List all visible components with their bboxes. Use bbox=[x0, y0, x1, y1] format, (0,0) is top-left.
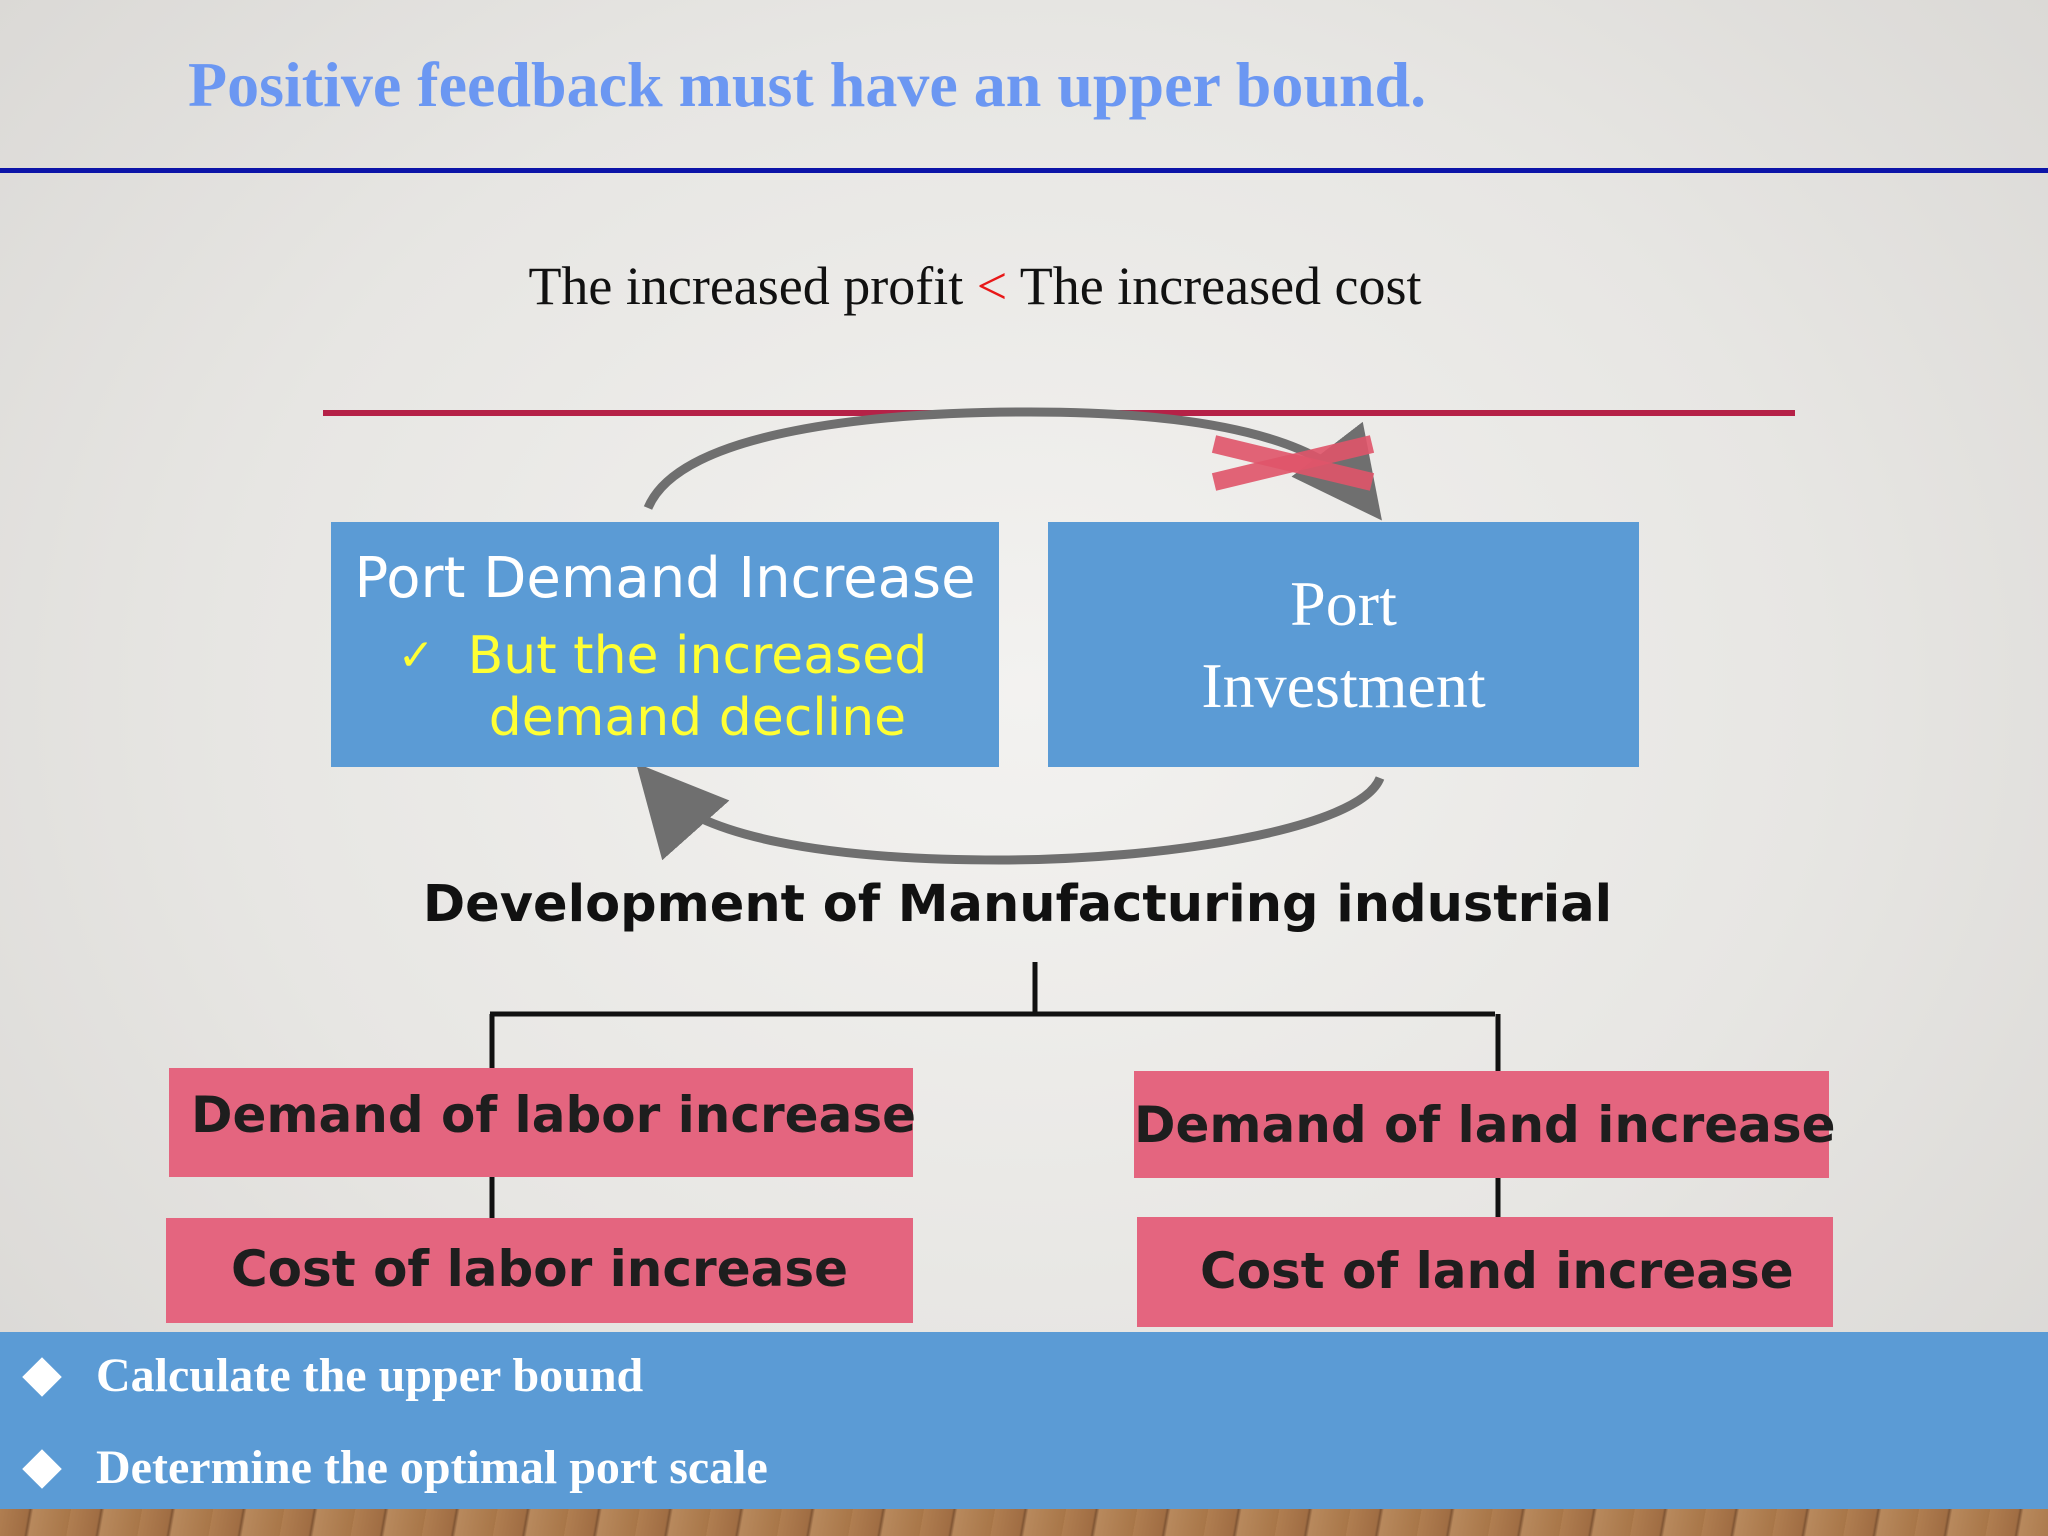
investment-line-1: Port bbox=[1290, 567, 1397, 639]
bullet-text: Determine the optimal port scale bbox=[96, 1441, 768, 1494]
profit-cost-comparison: The increased profit < The increased cos… bbox=[0, 255, 1950, 317]
wood-floor bbox=[0, 1509, 2048, 1536]
bullet-item: Calculate the upper bound bbox=[22, 1348, 644, 1403]
feedback-arrow-top bbox=[643, 407, 1382, 521]
bullet-text: Calculate the upper bound bbox=[96, 1349, 644, 1402]
investment-line-2: Investment bbox=[1201, 649, 1486, 721]
feedback-arrow-bottom bbox=[636, 763, 1385, 865]
demand-decline-note: ✓ But the increased demand decline bbox=[331, 625, 999, 749]
check-icon: ✓ bbox=[397, 630, 435, 681]
labor-cost-box: Cost of labor increase bbox=[166, 1218, 913, 1323]
diamond-bullet-icon bbox=[22, 1357, 62, 1397]
land-demand-box: Demand of land increase bbox=[1134, 1071, 1836, 1178]
bullet-item: Determine the optimal port scale bbox=[22, 1440, 768, 1495]
port-investment-box: Port Investment bbox=[1048, 522, 1639, 767]
demand-decline-text: But the increased demand decline bbox=[467, 626, 928, 748]
port-demand-box: Port Demand Increase ✓ But the increased … bbox=[331, 522, 999, 767]
comparison-left: The increased profit bbox=[528, 256, 964, 316]
port-demand-title: Port Demand Increase bbox=[354, 546, 976, 611]
comparison-operator: < bbox=[976, 256, 1008, 316]
manufacturing-development-label: Development of Manufacturing industrial bbox=[422, 875, 1613, 934]
diamond-bullet-icon bbox=[22, 1449, 62, 1489]
conclusions-band: Calculate the upper bound Determine the … bbox=[0, 1332, 2048, 1509]
comparison-right: The increased cost bbox=[1019, 256, 1422, 316]
cross-icon bbox=[1211, 435, 1375, 491]
land-cost-box: Cost of land increase bbox=[1137, 1217, 1833, 1327]
title-divider bbox=[0, 168, 2048, 173]
slide-title: Positive feedback must have an upper bou… bbox=[188, 49, 1427, 120]
labor-demand-box: Demand of labor increase bbox=[169, 1068, 916, 1177]
branch-tree bbox=[489, 962, 1501, 1218]
